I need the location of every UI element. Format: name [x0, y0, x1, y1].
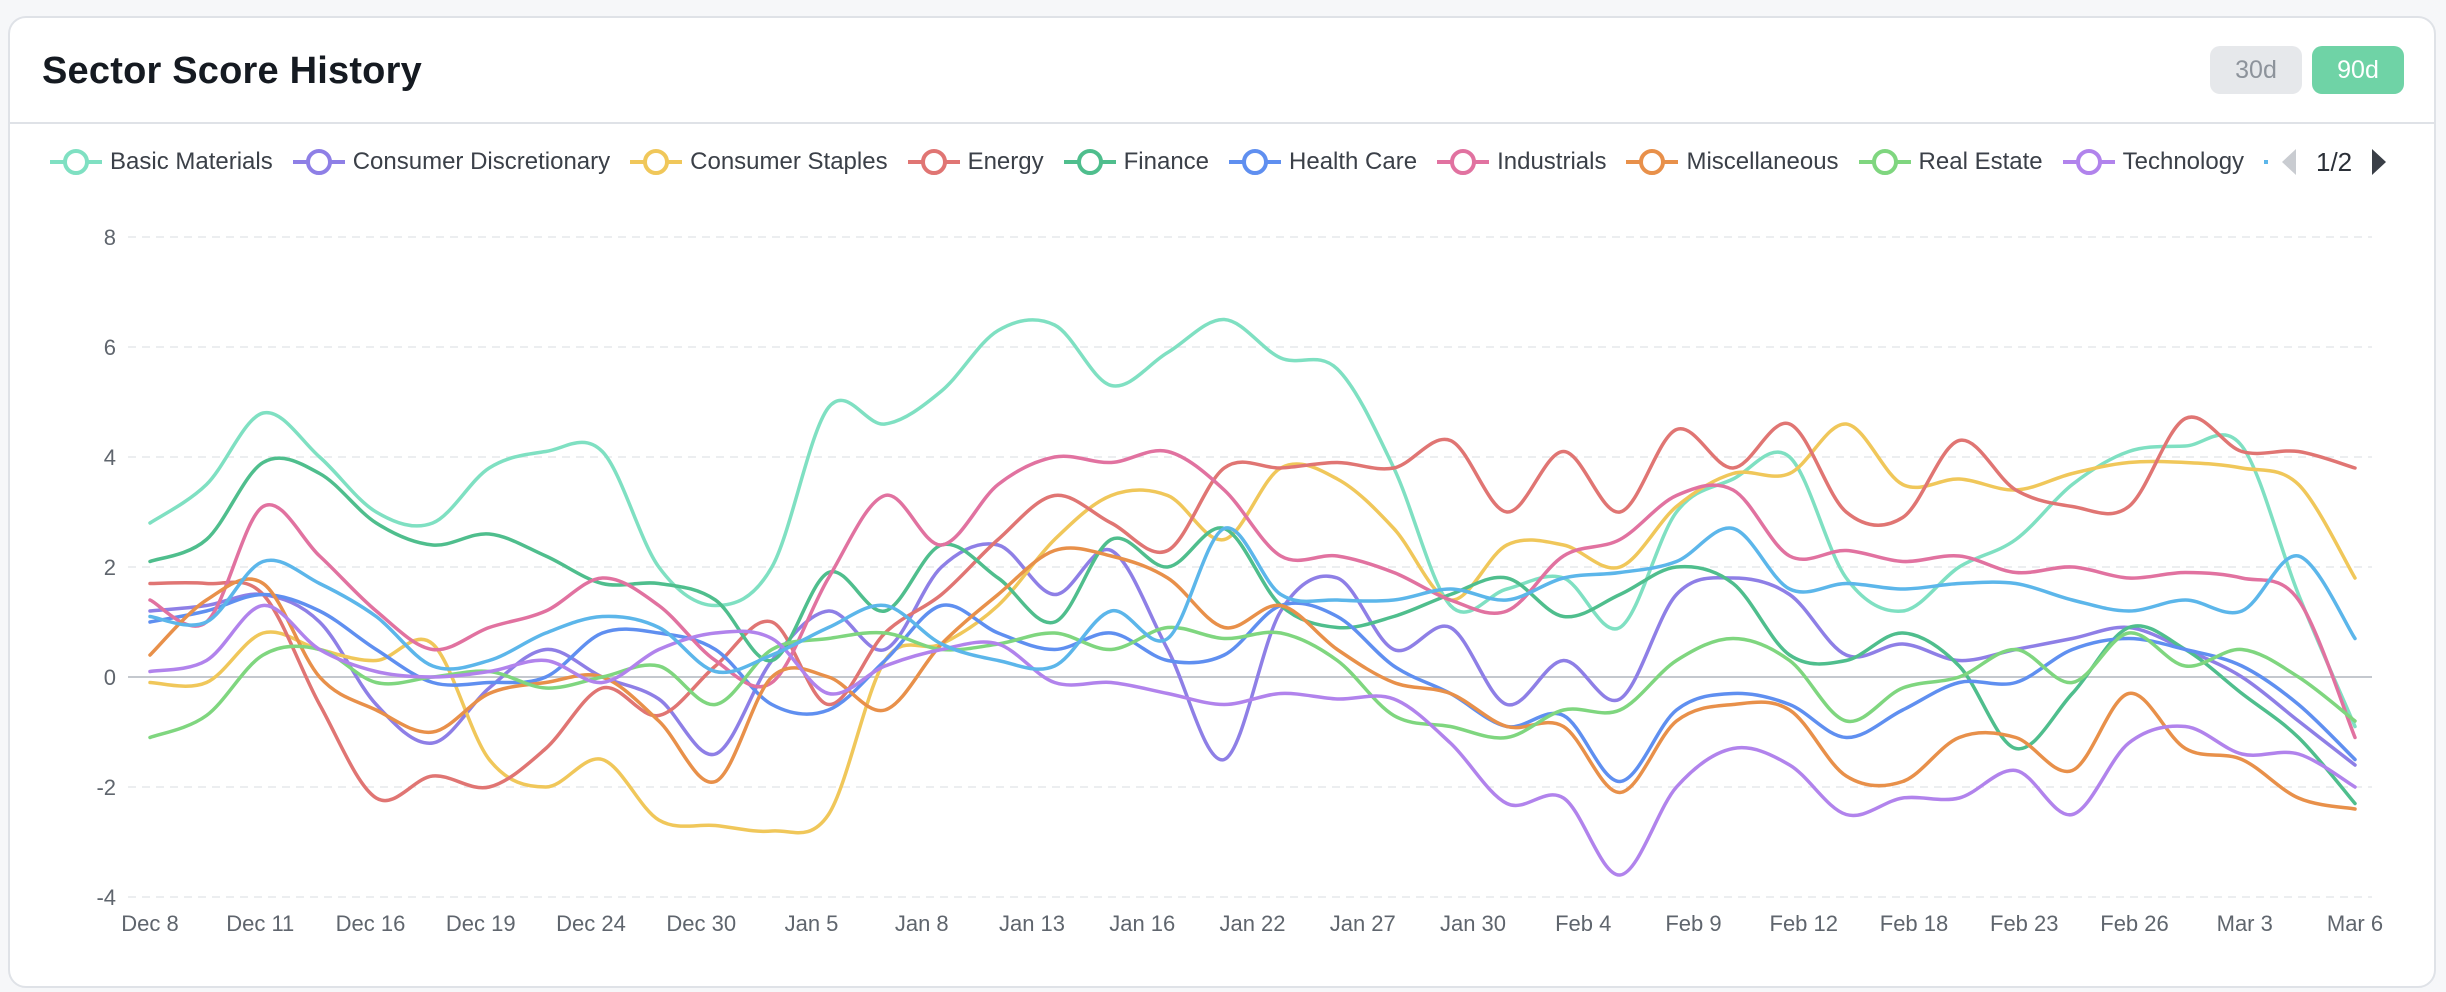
- series-line: [148, 526, 2357, 675]
- series-line: [148, 448, 2357, 740]
- x-tick-label: Jan 13: [999, 911, 1065, 936]
- range-30d-button[interactable]: 30d: [2210, 46, 2302, 94]
- legend-label: Finance: [1123, 148, 1210, 175]
- legend-swatch-icon: [2062, 149, 2115, 175]
- legend-page-indicator: 1/2: [2316, 146, 2353, 177]
- series-line: [148, 317, 2357, 729]
- x-tick-label: Feb 9: [1665, 911, 1721, 936]
- chevron-right-icon[interactable]: [2368, 147, 2390, 177]
- legend-label: Consumer Discretionary: [352, 148, 611, 175]
- x-tick-label: Mar 3: [2217, 911, 2273, 936]
- legend-item[interactable]: Real Estate: [1857, 138, 2043, 186]
- legend-item[interactable]: Consumer Staples: [628, 138, 888, 186]
- legend-label: Industrials: [1497, 148, 1607, 175]
- x-tick-label: Dec 19: [446, 911, 516, 936]
- legend-item[interactable]: Industrials: [1435, 138, 1606, 186]
- y-tick-label: 2: [104, 555, 116, 580]
- series-line: [148, 415, 2357, 803]
- legend-pager: 1/2: [2278, 138, 2390, 186]
- legend-label: Energy: [967, 148, 1044, 175]
- legend-swatch-icon: [292, 149, 345, 175]
- y-tick-label: 8: [104, 225, 116, 250]
- x-tick-label: Feb 4: [1555, 911, 1611, 936]
- legend-swatch-icon: [1437, 149, 1490, 175]
- y-tick-label: -2: [96, 775, 116, 800]
- range-toggle: 30d 90d: [2210, 46, 2404, 94]
- card-header: Sector Score History 30d 90d: [10, 18, 2434, 124]
- x-tick-label: Feb 12: [1770, 911, 1839, 936]
- y-tick-label: 6: [104, 335, 116, 360]
- series-line: [148, 546, 2357, 811]
- legend-item[interactable]: Consumer Discretionary: [291, 138, 610, 186]
- y-tick-label: -4: [96, 885, 116, 910]
- x-tick-label: Jan 8: [895, 911, 949, 936]
- legend-swatch-icon: [630, 149, 683, 175]
- x-tick-label: Jan 30: [1440, 911, 1506, 936]
- sector-score-card: Sector Score History 30d 90d: [8, 16, 2436, 988]
- legend-label: Miscellaneous: [1686, 148, 1839, 175]
- legend-item[interactable]: Basic Materials: [48, 138, 273, 186]
- legend-item[interactable]: Finance: [1062, 138, 1209, 186]
- x-tick-label: Mar 6: [2327, 911, 2383, 936]
- x-tick-label: Feb 26: [2100, 911, 2169, 936]
- legend-item[interactable]: Health Care: [1227, 138, 1417, 186]
- x-tick-label: Jan 27: [1330, 911, 1396, 936]
- series-line: [148, 456, 2357, 806]
- legend-swatch-icon: [1063, 149, 1116, 175]
- x-tick-label: Jan 5: [785, 911, 839, 936]
- legend-swatch-icon: [1626, 149, 1679, 175]
- x-tick-label: Dec 16: [336, 911, 406, 936]
- x-tick-label: Feb 23: [1990, 911, 2059, 936]
- legend-item[interactable]: Energy: [906, 138, 1044, 186]
- legend-label: Basic Materials: [110, 148, 273, 175]
- legend-label: Consumer Staples: [690, 148, 888, 175]
- y-tick-label: 4: [104, 445, 116, 470]
- x-tick-label: Dec 30: [666, 911, 736, 936]
- x-tick-label: Dec 8: [121, 911, 178, 936]
- x-tick-label: Dec 11: [226, 911, 294, 936]
- series-line: [148, 625, 2357, 740]
- legend-label: Health Care: [1289, 148, 1418, 175]
- legend-item[interactable]: Miscellaneous: [1624, 138, 1839, 186]
- legend-swatch-icon: [50, 149, 102, 175]
- chevron-left-icon[interactable]: [2278, 147, 2300, 177]
- series-line: [148, 603, 2357, 877]
- legend-label: Technology: [2122, 148, 2245, 175]
- legend-item[interactable]: Technology: [2061, 138, 2244, 186]
- page-title: Sector Score History: [42, 50, 422, 92]
- series-line: [148, 592, 2357, 784]
- x-tick-label: Jan 22: [1219, 911, 1285, 936]
- series-line: [148, 542, 2357, 767]
- x-tick-label: Dec 24: [556, 911, 626, 936]
- range-90d-button[interactable]: 90d: [2312, 46, 2404, 94]
- legend-label: Real Estate: [1918, 148, 2043, 175]
- x-tick-label: Jan 16: [1109, 911, 1175, 936]
- x-tick-label: Feb 18: [1880, 911, 1949, 936]
- chart-legend: Basic Materials Consumer Discretionary Con…: [48, 138, 2268, 186]
- legend-swatch-icon: [907, 149, 960, 175]
- legend-swatch-icon: [1858, 149, 1911, 175]
- legend-swatch-icon: [1229, 149, 1282, 175]
- y-tick-label: 0: [104, 665, 116, 690]
